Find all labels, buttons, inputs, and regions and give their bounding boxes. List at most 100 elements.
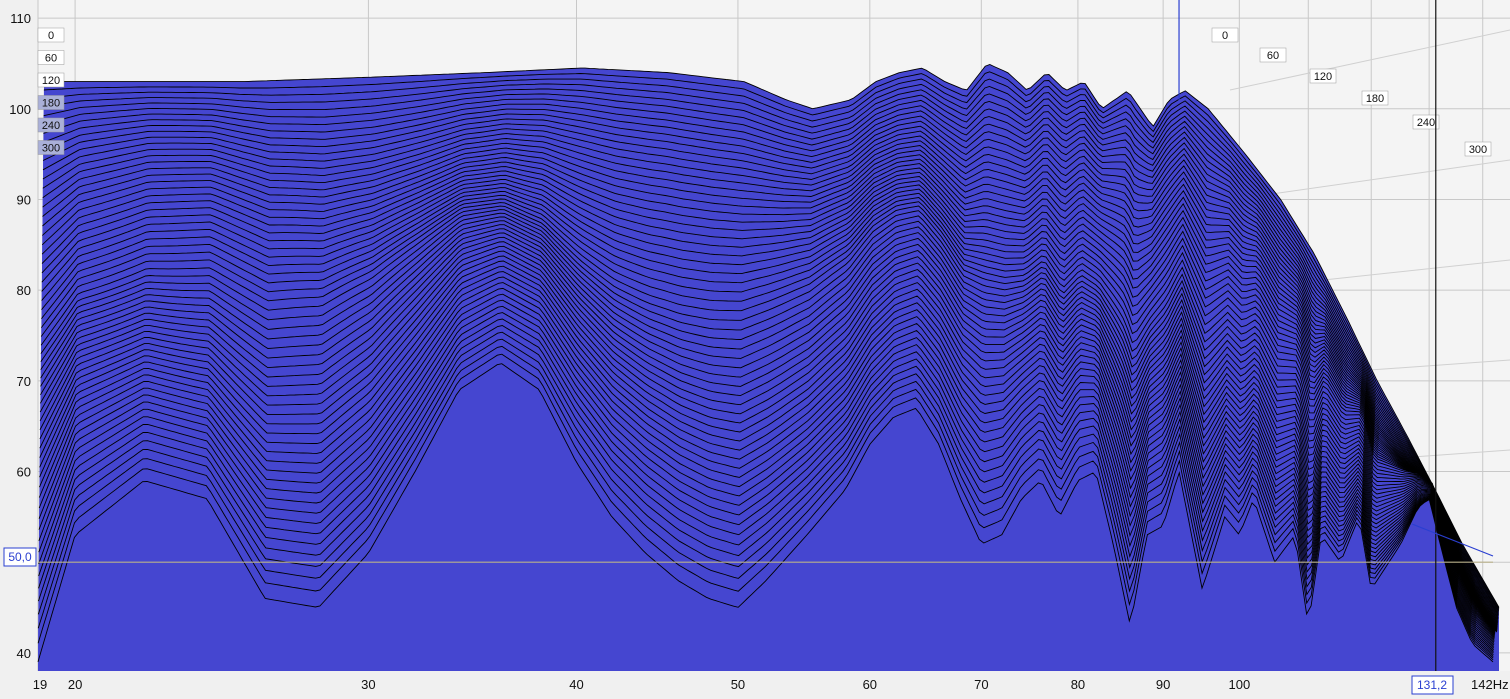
y-cursor-readout[interactable]: 50,0: [3, 547, 37, 567]
x-tick-label: 50: [731, 677, 745, 692]
x-tick-label: 60: [863, 677, 877, 692]
waterfall-slice-line: [38, 271, 1495, 640]
x-tick-label: 70: [974, 677, 988, 692]
waterfall-slice-line: [39, 265, 1495, 639]
y-tick-label: 110: [10, 11, 31, 26]
waterfall-slice-line: [41, 170, 1498, 632]
waterfall-slice-line: [38, 299, 1495, 647]
time-tick-right: 240: [1412, 114, 1440, 130]
waterfall-slice-line: [39, 228, 1496, 632]
y-tick-label: 80: [17, 283, 31, 298]
time-tick-left: 300: [37, 140, 65, 155]
waterfall-slice-line: [39, 245, 1496, 635]
time-tick-label: 120: [1314, 71, 1332, 83]
waterfall-slice-line: [41, 161, 1498, 631]
perspective-line: [1229, 159, 1510, 201]
time-tick-left: 180: [37, 95, 65, 110]
x-tick-label: 90: [1156, 677, 1170, 692]
waterfall-slice-line: [42, 138, 1498, 626]
time-tick-label: 300: [1469, 144, 1487, 156]
waterfall-slice-fill: [38, 363, 1493, 671]
x-cursor-readout[interactable]: 131,2: [1411, 675, 1454, 695]
waterfall-slice-line: [39, 250, 1496, 635]
waterfall-slice-line: [40, 224, 1496, 632]
waterfall-slice-line: [43, 98, 1499, 616]
waterfall-slice-line: [44, 64, 1500, 608]
time-tick-label: 180: [1366, 93, 1384, 105]
waterfall-slice-line: [42, 147, 1498, 628]
time-tick-label: 120: [42, 75, 60, 87]
waterfall-slice-line: [38, 312, 1495, 651]
cursor-projection-line: [1411, 523, 1494, 557]
waterfall-slice-line: [42, 142, 1498, 627]
time-tick-right: 300: [1464, 141, 1492, 157]
time-tick-label: 0: [48, 30, 54, 42]
waterfall-slice-line: [39, 260, 1495, 638]
waterfall-slice-line: [38, 305, 1495, 649]
x-tick-label: 19: [33, 677, 47, 692]
waterfall-slice-line: [43, 71, 1500, 609]
time-tick-right: 180: [1361, 90, 1389, 106]
time-tick-label: 240: [42, 120, 60, 132]
time-tick-label: 180: [42, 98, 60, 110]
x-axis-band: [0, 671, 1510, 699]
time-tick-right: 0: [1211, 27, 1239, 43]
waterfall-slice-line: [40, 194, 1497, 633]
waterfall-slice-line: [40, 212, 1497, 632]
y-tick-label: 60: [17, 465, 31, 480]
waterfall-slice-line: [40, 216, 1496, 632]
x-tick-label: 30: [361, 677, 375, 692]
waterfall-slice-line: [38, 293, 1495, 646]
waterfall-slice-line: [37, 345, 1494, 659]
y-axis: 40 60 70 80 90 100 110: [9, 11, 31, 661]
waterfall-slice-line: [39, 232, 1496, 633]
time-tick-label: 60: [45, 53, 57, 65]
waterfall-slice-line: [43, 108, 1499, 618]
waterfall-slice-line: [40, 198, 1497, 633]
perspective-line: [1229, 29, 1510, 91]
waterfall-slice-line: [41, 174, 1498, 632]
waterfall-slice-line: [41, 157, 1498, 630]
waterfall-slice-line: [39, 255, 1496, 636]
x-axis: 19 20 30 40 50 60 70 80 90 100: [0, 671, 1510, 699]
time-tick-right: 120: [1309, 68, 1337, 84]
waterfall-slice-line: [43, 88, 1499, 613]
waterfall-slice-line: [38, 287, 1495, 644]
waterfall-slice-line: [42, 113, 1499, 620]
waterfall-slice-line: [41, 183, 1497, 633]
waterfall-slice-line: [38, 282, 1495, 643]
waterfall-slice-line: [41, 166, 1498, 631]
cursor-lines[interactable]: [38, 0, 1494, 671]
waterfall-slice-line: [42, 133, 1499, 625]
waterfall-slice-line: [40, 209, 1497, 632]
waterfall-slice-line: [39, 236, 1496, 633]
waterfall-slice-line: [40, 202, 1497, 632]
y-tick-label: 90: [17, 192, 31, 207]
waterfall-slice-line: [39, 241, 1496, 634]
time-tick-label: 240: [1417, 117, 1435, 129]
y-tick-label: 100: [9, 102, 31, 117]
waterfall-slice-line: [38, 318, 1494, 652]
time-tick-label: 300: [42, 143, 60, 155]
time-tick-label: 0: [1222, 30, 1228, 42]
waterfall-slice-line: [38, 276, 1495, 641]
x-cursor-value: 131,2: [1417, 678, 1447, 692]
x-tick-label: 20: [68, 677, 82, 692]
waterfall-slice-line: [37, 363, 1494, 663]
time-axis-labels: 0 60 120 180 240 300 0 60 120 180 240 300: [37, 27, 1492, 157]
time-tick-label: 60: [1267, 50, 1279, 62]
waterfall-slice-line: [43, 83, 1500, 612]
waterfall-slice-line: [40, 205, 1497, 632]
waterfall-slice-line: [37, 353, 1494, 661]
x-tick-label: 100: [1228, 677, 1250, 692]
waterfall-slice-line: [37, 338, 1494, 657]
waterfall-slice-line: [40, 220, 1496, 632]
waterfall-slice-line: [42, 152, 1498, 629]
waterfall-slice-line: [43, 78, 1500, 611]
y-tick-label: 40: [17, 646, 31, 661]
time-tick-left: 60: [37, 50, 65, 65]
time-tick-right: 60: [1259, 47, 1287, 63]
y-cursor-value: 50,0: [8, 550, 32, 564]
waterfall-slice-line: [42, 118, 1499, 621]
